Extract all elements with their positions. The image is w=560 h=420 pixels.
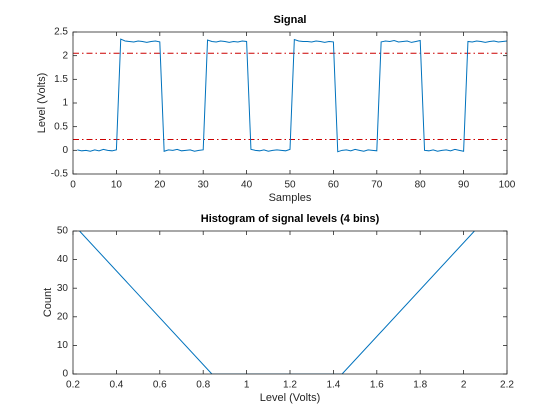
y-axis-label: Count [42, 288, 54, 317]
x-tick-label: 0.4 [109, 380, 123, 391]
y-tick-label: 0 [62, 145, 68, 156]
axes-background [73, 231, 507, 374]
chart-title: Signal [273, 14, 306, 26]
x-tick-label: 100 [499, 180, 516, 191]
y-tick-label: 1 [62, 98, 68, 109]
x-tick-label: 1.4 [326, 380, 340, 391]
x-tick-label: 50 [284, 180, 296, 191]
y-tick-label: 50 [57, 226, 69, 237]
x-tick-label: 60 [328, 180, 340, 191]
y-tick-label: 30 [57, 283, 69, 294]
x-tick-label: 80 [415, 180, 427, 191]
y-tick-label: 1.5 [54, 74, 68, 85]
data-line [77, 38, 507, 153]
x-tick-label: 0.6 [153, 380, 167, 391]
x-tick-label: 10 [111, 180, 123, 191]
x-axis-label: Level (Volts) [260, 392, 321, 404]
y-tick-label: 20 [57, 311, 69, 322]
x-tick-label: 0 [70, 180, 76, 191]
x-axis-label: Samples [269, 192, 312, 204]
y-tick-label: 2.5 [54, 27, 68, 38]
x-tick-label: 70 [371, 180, 383, 191]
y-tick-label: 10 [57, 340, 69, 351]
x-tick-label: 1.8 [413, 380, 427, 391]
x-tick-label: 20 [154, 180, 166, 191]
chart-title: Histogram of signal levels (4 bins) [201, 213, 380, 225]
x-tick-label: 0.2 [66, 380, 80, 391]
y-tick-label: 0.5 [54, 121, 68, 132]
x-tick-label: 2 [461, 380, 467, 391]
x-tick-label: 90 [458, 180, 470, 191]
y-tick-label: -0.5 [51, 169, 69, 180]
y-tick-label: 2 [62, 50, 68, 61]
data-line [79, 231, 475, 374]
y-tick-label: 40 [57, 254, 69, 265]
x-tick-label: 1.2 [283, 380, 297, 391]
x-tick-label: 1 [244, 380, 250, 391]
y-axis-label: Level (Volts) [36, 73, 48, 134]
x-tick-label: 2.2 [500, 380, 514, 391]
y-tick-label: 0 [62, 369, 68, 380]
x-tick-label: 30 [198, 180, 210, 191]
x-tick-label: 1.6 [370, 380, 384, 391]
x-tick-label: 0.8 [196, 380, 210, 391]
x-tick-label: 40 [241, 180, 253, 191]
